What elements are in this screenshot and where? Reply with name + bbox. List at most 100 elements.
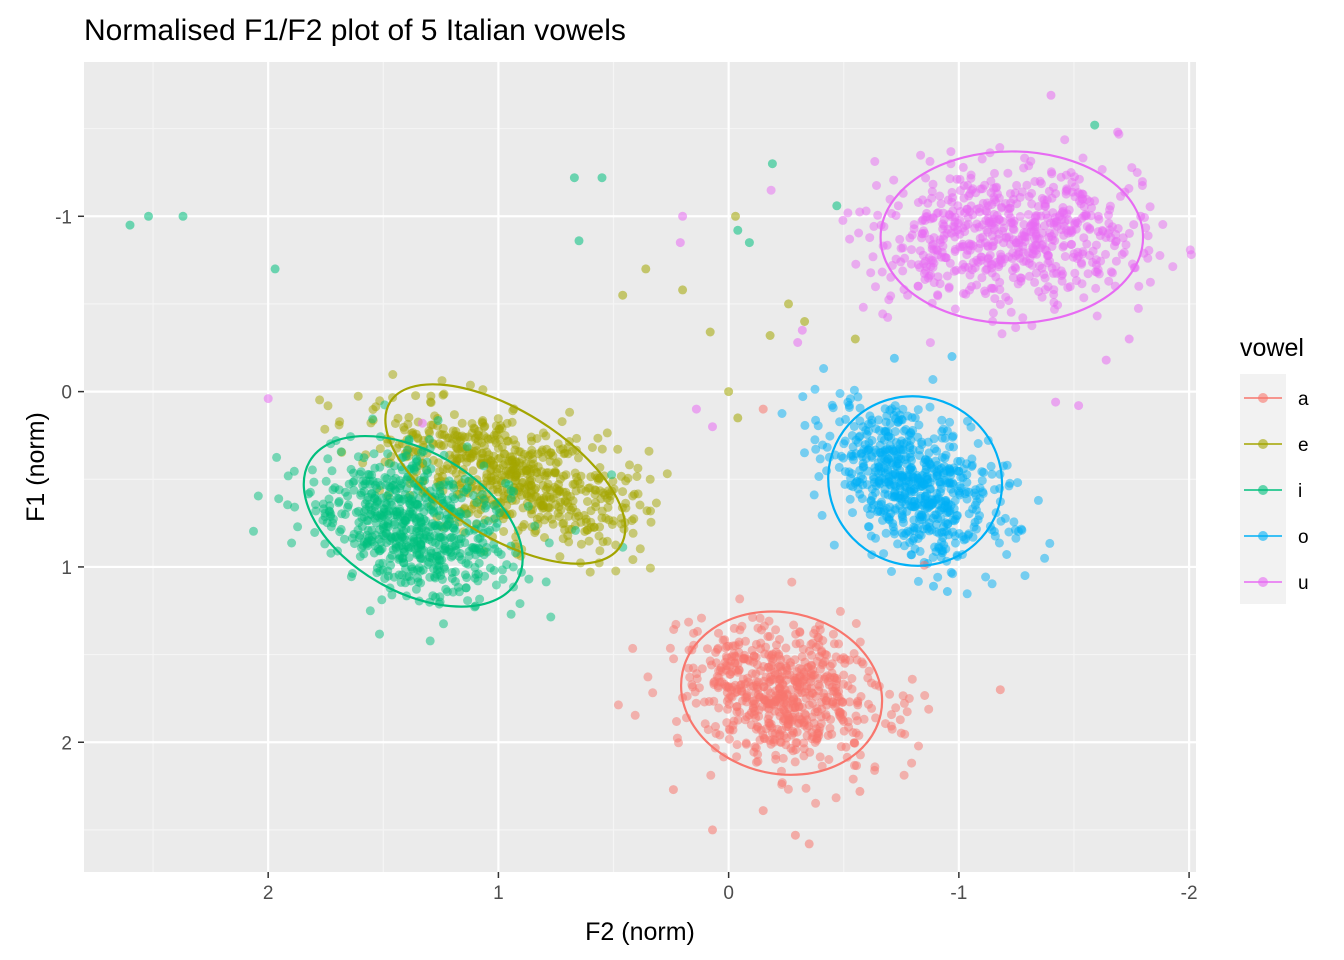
point-u [1113, 127, 1123, 137]
point-u [1067, 177, 1077, 187]
point-o [873, 507, 883, 517]
point-a [820, 657, 830, 667]
point-u [1133, 303, 1143, 313]
point-a [756, 644, 766, 654]
x-tick-label: 1 [493, 883, 504, 904]
point-u [950, 304, 960, 314]
point-i [395, 536, 405, 546]
legend-label: e [1298, 435, 1309, 456]
point-u [1158, 220, 1168, 229]
point-u [958, 162, 968, 172]
point-i [371, 480, 380, 490]
point-a [855, 637, 865, 647]
point-o [923, 478, 933, 488]
point-u [1012, 180, 1022, 190]
point-u [886, 291, 896, 301]
point-o [928, 552, 938, 562]
point-u [871, 282, 880, 292]
point-u [1129, 220, 1139, 230]
point-e [645, 474, 655, 484]
point-u [1046, 167, 1056, 177]
point-a [859, 714, 869, 724]
point-o [857, 448, 867, 458]
point-u [1040, 199, 1050, 209]
point-u [708, 422, 717, 432]
point-i [455, 548, 465, 558]
point-e [535, 512, 545, 522]
point-e [518, 522, 528, 532]
point-o [1002, 550, 1012, 559]
series-a-points [613, 577, 934, 808]
series-e-points [315, 370, 672, 577]
point-i [340, 510, 350, 519]
point-a [789, 620, 799, 630]
point-e [602, 536, 612, 546]
point-o [871, 466, 881, 476]
point-o [897, 512, 907, 522]
point-a [899, 770, 909, 780]
point-e [613, 444, 623, 454]
point-e [499, 449, 509, 459]
point-a [832, 688, 842, 698]
point-e [556, 497, 566, 507]
point-e [616, 471, 626, 481]
point-a [755, 735, 765, 745]
point-i [476, 548, 486, 557]
point-u [1097, 165, 1107, 174]
point-e [593, 433, 603, 443]
point-o [881, 528, 891, 538]
point-u [923, 273, 933, 283]
point-u [1030, 277, 1040, 287]
point-u [933, 290, 943, 300]
point-e [733, 413, 743, 423]
point-i [320, 539, 330, 549]
point-o [928, 375, 938, 384]
point-u [990, 168, 999, 178]
point-i [274, 494, 284, 504]
point-o [840, 467, 850, 477]
point-i [356, 467, 366, 477]
point-o [892, 462, 902, 471]
point-a [720, 635, 730, 645]
point-u [1018, 313, 1028, 323]
point-u [1035, 261, 1045, 271]
point-o [951, 538, 960, 548]
point-i [380, 574, 390, 584]
point-o [835, 389, 845, 398]
point-u [1019, 163, 1029, 173]
point-a [839, 670, 849, 680]
point-i [413, 500, 423, 510]
point-a [767, 661, 777, 671]
point-i [832, 201, 842, 211]
point-o [981, 572, 991, 582]
point-u [1060, 135, 1070, 145]
point-u [1074, 401, 1084, 411]
point-i [305, 487, 315, 497]
point-a [849, 649, 859, 658]
point-o [893, 539, 903, 549]
point-e [574, 453, 583, 463]
point-i [431, 592, 440, 602]
point-i [480, 571, 490, 581]
point-a [802, 731, 812, 741]
point-u [877, 267, 887, 277]
point-u [1096, 256, 1106, 266]
point-o [913, 432, 923, 442]
point-o [1045, 538, 1055, 548]
point-o [800, 448, 809, 458]
point-i [283, 500, 293, 510]
point-u [1091, 283, 1101, 293]
point-e [555, 552, 565, 562]
point-e [646, 517, 656, 527]
point-e [467, 419, 477, 428]
point-a [753, 623, 763, 633]
point-o [880, 484, 890, 494]
point-o [912, 470, 922, 480]
point-a [887, 710, 896, 720]
point-o [906, 463, 916, 473]
point-i [408, 491, 418, 500]
point-i [328, 514, 338, 524]
point-o [945, 417, 955, 427]
point-i [359, 453, 369, 463]
point-o [1009, 517, 1019, 527]
